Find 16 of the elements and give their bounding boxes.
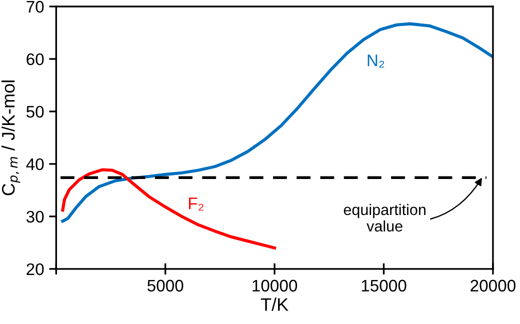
series-label: N₂ [368,54,384,68]
annotation: equipartition value [344,204,426,232]
x-tick-label: 10000 [252,280,298,292]
y-tick-label: 40 [26,158,44,170]
y-tick-label: 60 [26,53,44,66]
y-tick-label: 70 [26,0,44,13]
x-axis-title: T/K [260,298,288,311]
line-series [61,168,276,250]
y-axis-title: C$_{p,m}$ / J/K-mol [1,80,20,196]
y-tick-label: 50 [26,106,44,118]
x-tick-label: 15000 [362,280,406,292]
x-tick-label: 5000 [147,280,184,292]
y-tick-label: 30 [26,210,44,223]
x-tick-label: 20000 [470,280,516,292]
y-tick-label: 20 [26,263,44,276]
series-label: F₂ [189,198,204,211]
